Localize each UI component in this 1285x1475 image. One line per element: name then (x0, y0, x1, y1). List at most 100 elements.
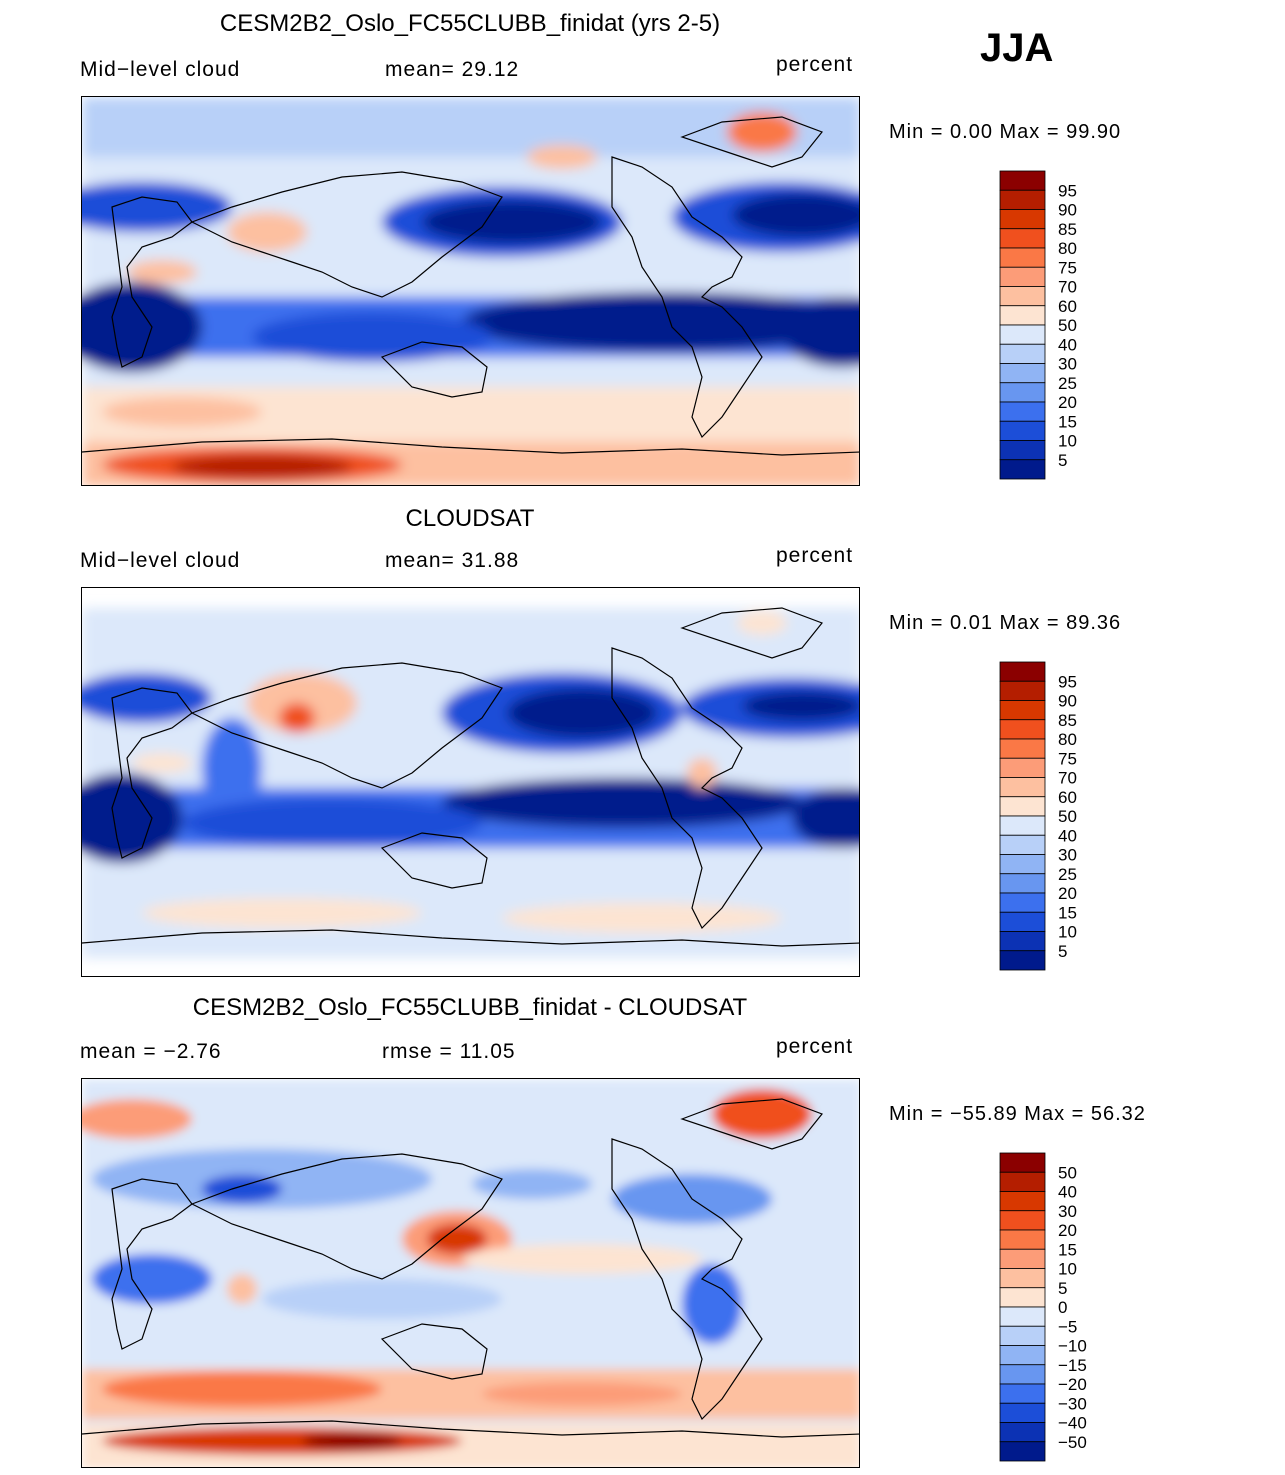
panel-2-colorbar-swatch (999, 738, 1046, 759)
panel-1-colorbar-tick-label: 25 (1058, 374, 1077, 393)
panel-3-field (82, 1079, 859, 1467)
panel-3-colorbar-tick-label: 20 (1058, 1221, 1077, 1240)
panel-2-colorbar-tick-label: 50 (1058, 807, 1077, 826)
panel-2-colorbar-swatch (999, 777, 1046, 798)
panel-1-colorbar-swatch (999, 382, 1046, 403)
panel-3-colorbar-swatch (999, 1210, 1046, 1231)
panel-1-colorbar-tick-label: 60 (1058, 297, 1077, 316)
panel-2-colorbar-swatch (999, 757, 1046, 778)
panel-3-title: CESM2B2_Oslo_FC55CLUBB_finidat - CLOUDSA… (192, 994, 748, 1021)
panel-2-title: CLOUDSAT (405, 505, 535, 532)
panel-1-colorbar-swatch (999, 324, 1046, 345)
panel-3-colorbar-swatch (999, 1364, 1046, 1385)
panel-1-colorbar-swatch (999, 189, 1046, 210)
panel-1-colorbar-tick-label: 10 (1058, 432, 1077, 451)
panel-2-colorbar-tick-label: 20 (1058, 884, 1077, 903)
panel-1-colorbar-swatch (999, 170, 1046, 191)
panel-3-colorbar-tick-label: −5 (1058, 1317, 1077, 1336)
panel-2-colorbar-swatch (999, 834, 1046, 855)
panel-1-colorbar-swatch (999, 266, 1046, 287)
panel-2-field (82, 588, 859, 976)
panel-3-colorbar-swatch (999, 1306, 1046, 1327)
season-label: JJA (980, 26, 1054, 70)
panel-3-colorbar-tick-label: −30 (1058, 1394, 1087, 1413)
panel-1-colorbar-tick-label: 75 (1058, 258, 1077, 277)
panel-2-coastlines (82, 607, 859, 947)
panel-3-colorbar-tick-label: 30 (1058, 1202, 1077, 1221)
panel-3-colorbar-tick-label: −40 (1058, 1414, 1087, 1433)
panel-3-coastlines (82, 1098, 859, 1438)
panel-3-colorbar-tick-label: 0 (1058, 1298, 1067, 1317)
panel-1-colorbar-swatch (999, 305, 1046, 326)
panel-2-colorbar-swatch (999, 950, 1046, 971)
panel-1-colorbar-swatch (999, 286, 1046, 307)
panel-2-colorbar-tick-label: 25 (1058, 865, 1077, 884)
panel-1-colorbar-tick-label: 95 (1058, 181, 1077, 200)
panel-2-mean-label: mean= 31.88 (385, 549, 520, 572)
panel-3-colorbar-tick-label: 40 (1058, 1183, 1077, 1202)
panel-2-colorbar-tick-label: 80 (1058, 730, 1077, 749)
panel-3-colorbar-swatch (999, 1152, 1046, 1173)
panel-1-colorbar-swatch (999, 343, 1046, 364)
panel-3-units-label: percent (776, 1035, 854, 1058)
panel-3-colorbar-swatch (999, 1287, 1046, 1308)
panel-3-colorbar-tick-label: 50 (1058, 1163, 1077, 1182)
panel-1-title: CESM2B2_Oslo_FC55CLUBB_finidat (yrs 2-5) (219, 10, 721, 37)
panel-1-variable-label: Mid−level cloud (80, 58, 241, 81)
panel-3-colorbar-tick-label: 15 (1058, 1240, 1077, 1259)
panel-3-colorbar-swatch (999, 1191, 1046, 1212)
panel-2-colorbar-swatch (999, 796, 1046, 817)
panel-3-colorbar-tick-label: −20 (1058, 1375, 1087, 1394)
panel-1-map (81, 96, 860, 486)
panel-1-colorbar-swatch (999, 420, 1046, 441)
panel-1-units-label: percent (776, 53, 854, 76)
panel-3-colorbar-tick-label: −15 (1058, 1356, 1087, 1375)
panel-2-colorbar-tick-label: 75 (1058, 749, 1077, 768)
panel-2-colorbar-swatch (999, 661, 1046, 682)
panel-3-colorbar-tick-label: 10 (1058, 1260, 1077, 1279)
panel-3-colorbar-swatch (999, 1229, 1046, 1250)
panel-3-colorbar-tick-label: 5 (1058, 1279, 1067, 1298)
panel-3-rmse-label: rmse = 11.05 (382, 1040, 516, 1063)
panel-1-colorbar-swatch (999, 440, 1046, 461)
panel-2-colorbar-tick-label: 10 (1058, 923, 1077, 942)
panel-1-colorbar-tick-label: 15 (1058, 412, 1077, 431)
panel-3-colorbar: 50 40 30 20 15 10 5 0 −5 −10 −15 −20 −30 −40 −50 (999, 1152, 1087, 1462)
panel-2-map (81, 587, 860, 977)
panel-3-colorbar-swatch (999, 1441, 1046, 1462)
panel-3-colorbar-tick-label: −50 (1058, 1433, 1087, 1452)
panel-2-units-label: percent (776, 544, 854, 567)
panel-1-colorbar-swatch (999, 401, 1046, 422)
panel-2-variable-label: Mid−level cloud (80, 549, 241, 572)
panel-2-colorbar-swatch (999, 854, 1046, 875)
panel-3-colorbar-swatch (999, 1268, 1046, 1289)
panel-1-mean-label: mean= 29.12 (385, 58, 520, 81)
panel-2-colorbar-tick-label: 60 (1058, 788, 1077, 807)
panel-2-colorbar-swatch (999, 719, 1046, 740)
panel-3-map (81, 1078, 860, 1468)
panel-1-colorbar-tick-label: 50 (1058, 316, 1077, 335)
panel-3-colorbar-swatch (999, 1325, 1046, 1346)
panel-3-colorbar-swatch (999, 1345, 1046, 1366)
panel-1-colorbar-swatch (999, 363, 1046, 384)
panel-1-colorbar-swatch (999, 247, 1046, 268)
panel-3-colorbar-swatch (999, 1171, 1046, 1192)
panel-1-colorbar-swatch (999, 209, 1046, 230)
panel-1-colorbar-tick-label: 30 (1058, 355, 1077, 374)
panel-1-minmax: Min = 0.00 Max = 99.90 (889, 121, 1122, 143)
panel-1-colorbar-tick-label: 70 (1058, 278, 1077, 297)
panel-3-colorbar-swatch (999, 1248, 1046, 1269)
panel-1-colorbar-tick-label: 40 (1058, 335, 1077, 354)
panel-3-minmax: Min = −55.89 Max = 56.32 (889, 1103, 1146, 1125)
panel-3-colorbar-swatch (999, 1422, 1046, 1443)
panel-2-colorbar-tick-label: 5 (1058, 942, 1067, 961)
panel-1-colorbar-tick-label: 85 (1058, 220, 1077, 239)
panel-2-colorbar-tick-label: 90 (1058, 692, 1077, 711)
panel-1-colorbar-tick-label: 20 (1058, 393, 1077, 412)
panel-2-colorbar-swatch (999, 892, 1046, 913)
panel-2-colorbar-tick-label: 70 (1058, 769, 1077, 788)
panel-2-colorbar-tick-label: 40 (1058, 826, 1077, 845)
